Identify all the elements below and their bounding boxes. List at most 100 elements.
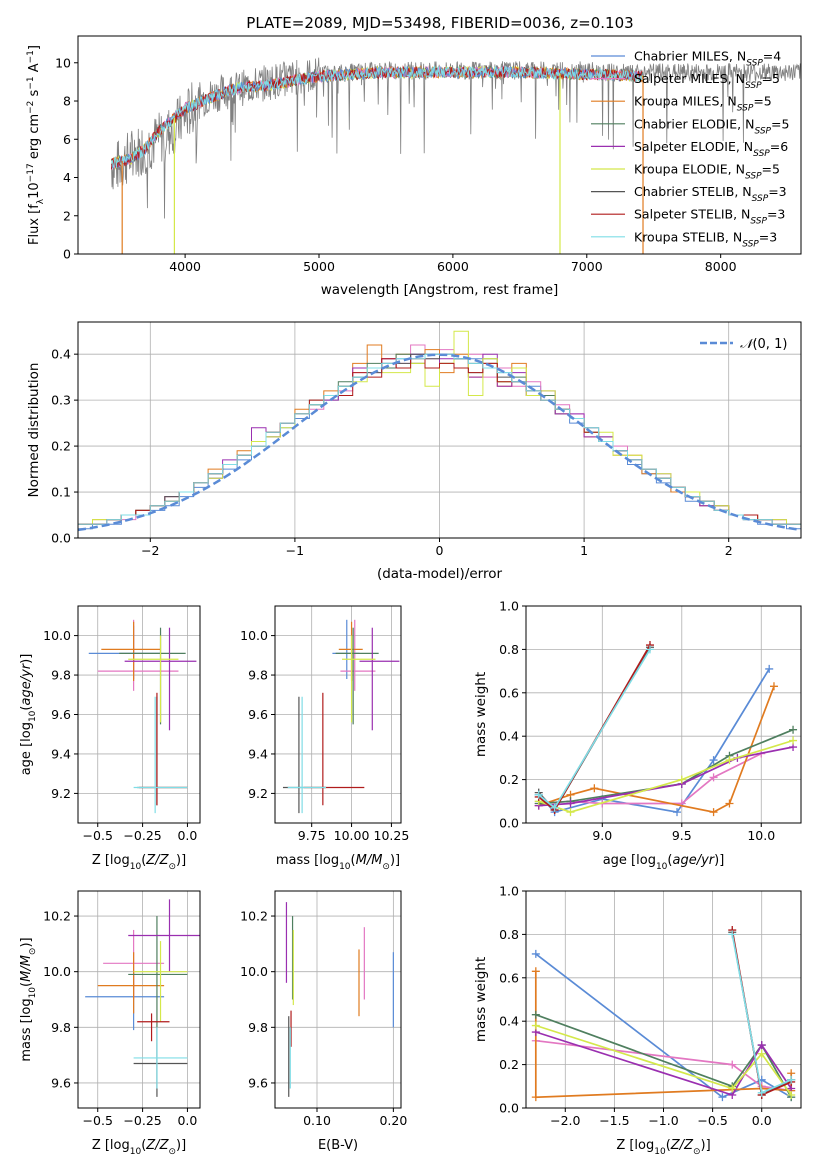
axes-frame: 4000 5000 6000 7000 8000 0 2 4 6 8 10: [55, 35, 802, 274]
x-tick-label: −0.25: [123, 828, 161, 843]
weight-marker: [789, 736, 798, 745]
panel-age_vs_mass: 9.75 10.00 10.25 9.2 9.4 9.6 9.8 10.0 mass [log1…: [240, 605, 409, 872]
x-tick-label: −0.5: [697, 1113, 727, 1128]
x-tick-label: 1: [580, 543, 588, 558]
weight-marker: [531, 967, 540, 976]
legend-label: Kroupa ELODIE, NSSP=5: [634, 162, 780, 182]
legend-label: Salpeter MILES, NSSP=5: [634, 71, 780, 91]
axes-frame: 9.75 10.00 10.25 9.2 9.4 9.6 9.8 10.0: [240, 605, 409, 843]
data-layer: [85, 899, 200, 1097]
figure-title: PLATE=2089, MJD=53498, FIBERID=0036, z=0…: [246, 14, 633, 32]
x-tick-label: 0.10: [303, 1113, 331, 1128]
weight-marker: [531, 1093, 540, 1102]
y-tick-label: 9.4: [248, 746, 268, 761]
axes-frame: −2.0 −1.5 −1.0 −0.5 0.0 0.0 0.2 0.4 0.6 0.8 1.0: [499, 884, 802, 1128]
x-axis-label: age [log10(age/yr)]: [603, 853, 725, 872]
weight-marker: [531, 1010, 540, 1019]
weight-marker: [765, 664, 774, 673]
y-tick-label: 10: [55, 55, 71, 70]
x-axis-label: Z [log10(Z/Z⊙)]: [616, 1138, 710, 1157]
y-tick-label: 6: [63, 132, 71, 147]
weight-line: [535, 1024, 792, 1096]
weight-marker: [566, 808, 575, 817]
weight-marker: [789, 725, 798, 734]
legend-label: 𝒩(0, 1): [740, 337, 787, 352]
y-tick-label: 0.4: [499, 1014, 519, 1029]
weight-marker: [531, 1021, 540, 1030]
x-tick-label: 9.75: [298, 828, 326, 843]
x-tick-label: −0.5: [83, 1113, 113, 1128]
y-tick-label: 8: [63, 94, 71, 109]
x-tick-label: −2: [141, 543, 159, 558]
y-tick-label: 9.6: [248, 1075, 268, 1090]
axes-border: [77, 35, 802, 255]
y-tick-label: 0.8: [499, 642, 519, 657]
data-layer: [88, 619, 197, 814]
y-tick-label: 9.2: [51, 786, 71, 801]
y-tick-label: 9.4: [51, 746, 71, 761]
y-tick-label: 9.6: [51, 707, 71, 722]
axes-frame: −0.5 −0.25 0.0 9.2 9.4 9.6 9.8 10.0: [43, 605, 201, 843]
x-axis-label: E(B-V): [318, 1138, 358, 1153]
x-tick-label: 7000: [571, 259, 603, 274]
y-tick-label: 9.8: [248, 668, 268, 683]
x-tick-label: 6000: [437, 259, 469, 274]
x-tick-label: 2: [725, 543, 733, 558]
x-tick-label: 9.0: [592, 828, 612, 843]
y-tick-label: 9.8: [51, 668, 71, 683]
grid: [275, 606, 401, 823]
x-axis-label: (data-model)/error: [377, 566, 503, 582]
y-tick-label: 1.0: [499, 884, 519, 899]
x-tick-label: −0.25: [123, 1113, 161, 1128]
weight-marker: [673, 808, 682, 817]
legend-label: Salpeter STELIB, NSSP=3: [634, 207, 785, 227]
x-axis-label: mass [log10(M/M⊙)]: [276, 853, 400, 872]
data-layer: [111, 57, 801, 254]
y-tick-label: 0.1: [51, 485, 71, 500]
panel-mass_vs_EBV: 0.10 0.20 9.6 9.8 10.0 10.2 E(B-V): [240, 890, 407, 1153]
weight-line: [535, 1013, 792, 1098]
weight-marker: [534, 790, 543, 799]
y-tick-label: 0.6: [499, 685, 519, 700]
y-tick-label: 10.2: [240, 909, 268, 924]
axes-frame: −2 −1 0 1 2 0.0 0.1 0.2 0.3 0.4: [51, 321, 802, 558]
y-tick-label: 0.0: [499, 816, 519, 831]
gaussian-curve: [78, 353, 801, 532]
weight-marker: [709, 756, 718, 765]
y-tick-label: 1.0: [499, 599, 519, 614]
axes-frame: 0.10 0.20 9.6 9.8 10.0 10.2: [240, 890, 407, 1128]
weight-line: [538, 668, 770, 814]
y-tick-label: 0.4: [51, 347, 71, 362]
x-tick-label: 0.20: [379, 1113, 407, 1128]
y-tick-label: 9.6: [51, 1075, 71, 1090]
panel-weight_vs_age: 9.0 9.5 10.0 0.0 0.2 0.4 0.6 0.8 1.0 age [log10(a…: [473, 599, 802, 872]
y-tick-label: 2: [63, 208, 71, 223]
x-tick-label: −1.0: [648, 1113, 678, 1128]
weight-marker: [769, 682, 778, 691]
weight-marker: [709, 773, 718, 782]
weight-marker: [787, 1090, 796, 1099]
y-axis-label: age [log10(age/yr)]: [19, 654, 38, 776]
y-tick-label: 0.8: [499, 927, 519, 942]
weight-marker: [566, 799, 575, 808]
residual-legend: 𝒩(0, 1): [700, 337, 787, 352]
x-tick-label: −1: [286, 543, 304, 558]
axes-frame: 9.0 9.5 10.0 0.0 0.2 0.4 0.6 0.8 1.0: [499, 599, 802, 843]
weight-marker: [787, 1075, 796, 1084]
x-axis-label: wavelength [Angstrom, rest frame]: [321, 282, 559, 298]
weight-marker: [590, 784, 599, 793]
x-tick-label: 10.00: [334, 828, 370, 843]
y-tick-label: 0.6: [499, 970, 519, 985]
x-axis-label: Z [log10(Z/Z⊙)]: [92, 1138, 186, 1157]
y-tick-label: 10.0: [43, 964, 71, 979]
y-axis-label: mass weight: [473, 672, 489, 757]
y-tick-label: 0: [63, 247, 71, 262]
data-layer: [285, 902, 394, 1097]
weight-marker: [728, 930, 737, 939]
weight-marker: [757, 1041, 766, 1050]
x-tick-label: −2.0: [550, 1113, 580, 1128]
axes-border: [525, 605, 802, 824]
weight-marker: [718, 1093, 727, 1102]
